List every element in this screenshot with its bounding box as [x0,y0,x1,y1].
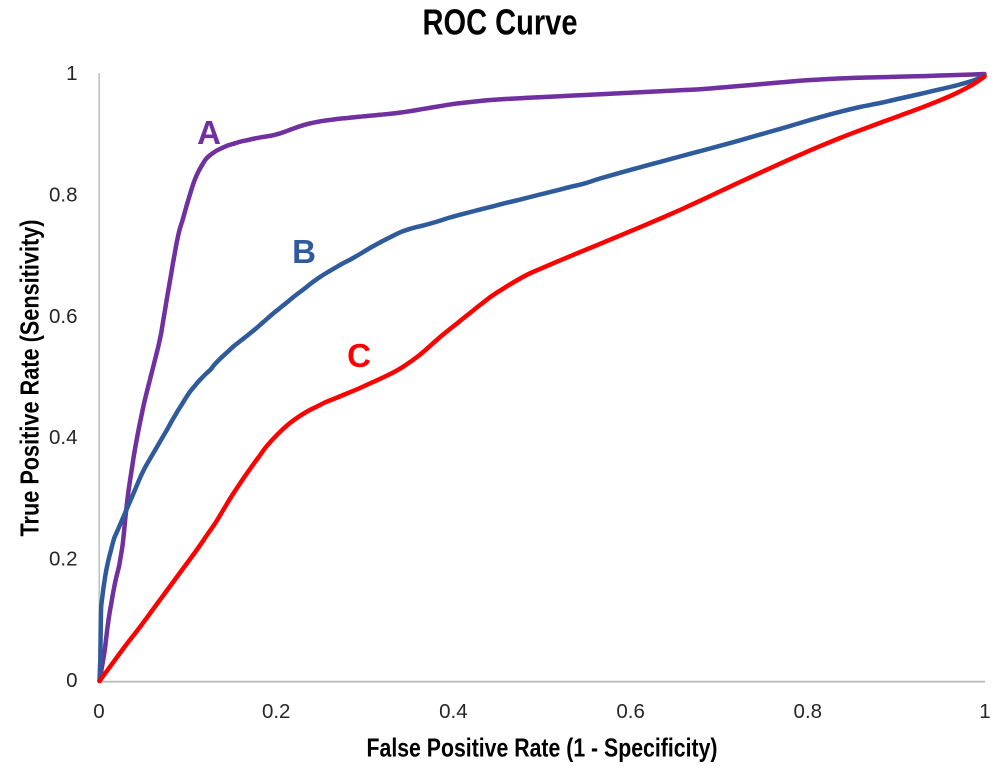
svg-text:1: 1 [979,700,990,723]
svg-text:B: B [292,233,316,270]
svg-text:0: 0 [66,669,77,692]
svg-text:1: 1 [66,62,77,85]
svg-text:0.2: 0.2 [49,548,78,571]
svg-text:0.4: 0.4 [439,700,468,723]
svg-text:0.6: 0.6 [616,700,645,723]
svg-text:True Positive Rate (Sensitivit: True Positive Rate (Sensitivity) [15,220,45,537]
svg-text:False Positive Rate (1 - Speci: False Positive Rate (1 - Specificity) [367,733,718,763]
svg-text:0.2: 0.2 [262,700,291,723]
svg-text:ROC Curve: ROC Curve [423,2,578,43]
svg-text:0.4: 0.4 [49,426,78,449]
svg-text:A: A [197,114,221,151]
svg-text:0.6: 0.6 [49,305,78,328]
svg-text:0.8: 0.8 [794,700,823,723]
svg-text:0: 0 [93,700,104,723]
svg-text:0.8: 0.8 [49,183,78,206]
svg-text:C: C [347,337,371,374]
